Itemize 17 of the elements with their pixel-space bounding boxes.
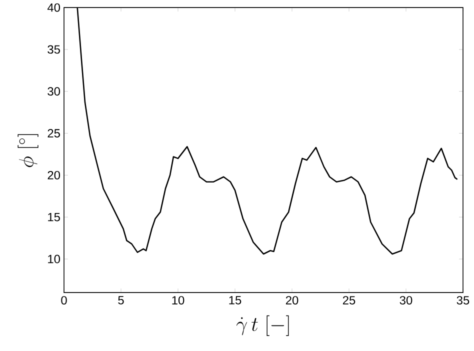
y-tick-label: 25 — [48, 129, 60, 138]
y-tick-label: 35 — [48, 45, 60, 54]
x-tick-label: 20 — [286, 296, 298, 305]
x-tick-label: 10 — [172, 296, 184, 305]
x-tick-label: 0 — [61, 296, 67, 305]
y-tick-label: 30 — [48, 87, 60, 96]
y-tick-label: 40 — [47, 4, 60, 12]
y-axis-title: $\phi\ [^{\circ}]$ — [18, 134, 38, 168]
y-tick-label: 15 — [48, 213, 60, 222]
x-tick-label: 5 — [118, 296, 124, 305]
x-axis-title: $\dot{\gamma}\, t\ [-]$ — [236, 316, 289, 336]
y-tick-label: 20 — [48, 171, 60, 180]
x-tick-label: 15 — [229, 296, 242, 305]
x-tick-label: 35 — [456, 296, 470, 305]
y-tick-label: 10 — [48, 255, 60, 264]
x-tick-label: 30 — [400, 296, 412, 305]
x-tick-label: 25 — [342, 296, 356, 305]
